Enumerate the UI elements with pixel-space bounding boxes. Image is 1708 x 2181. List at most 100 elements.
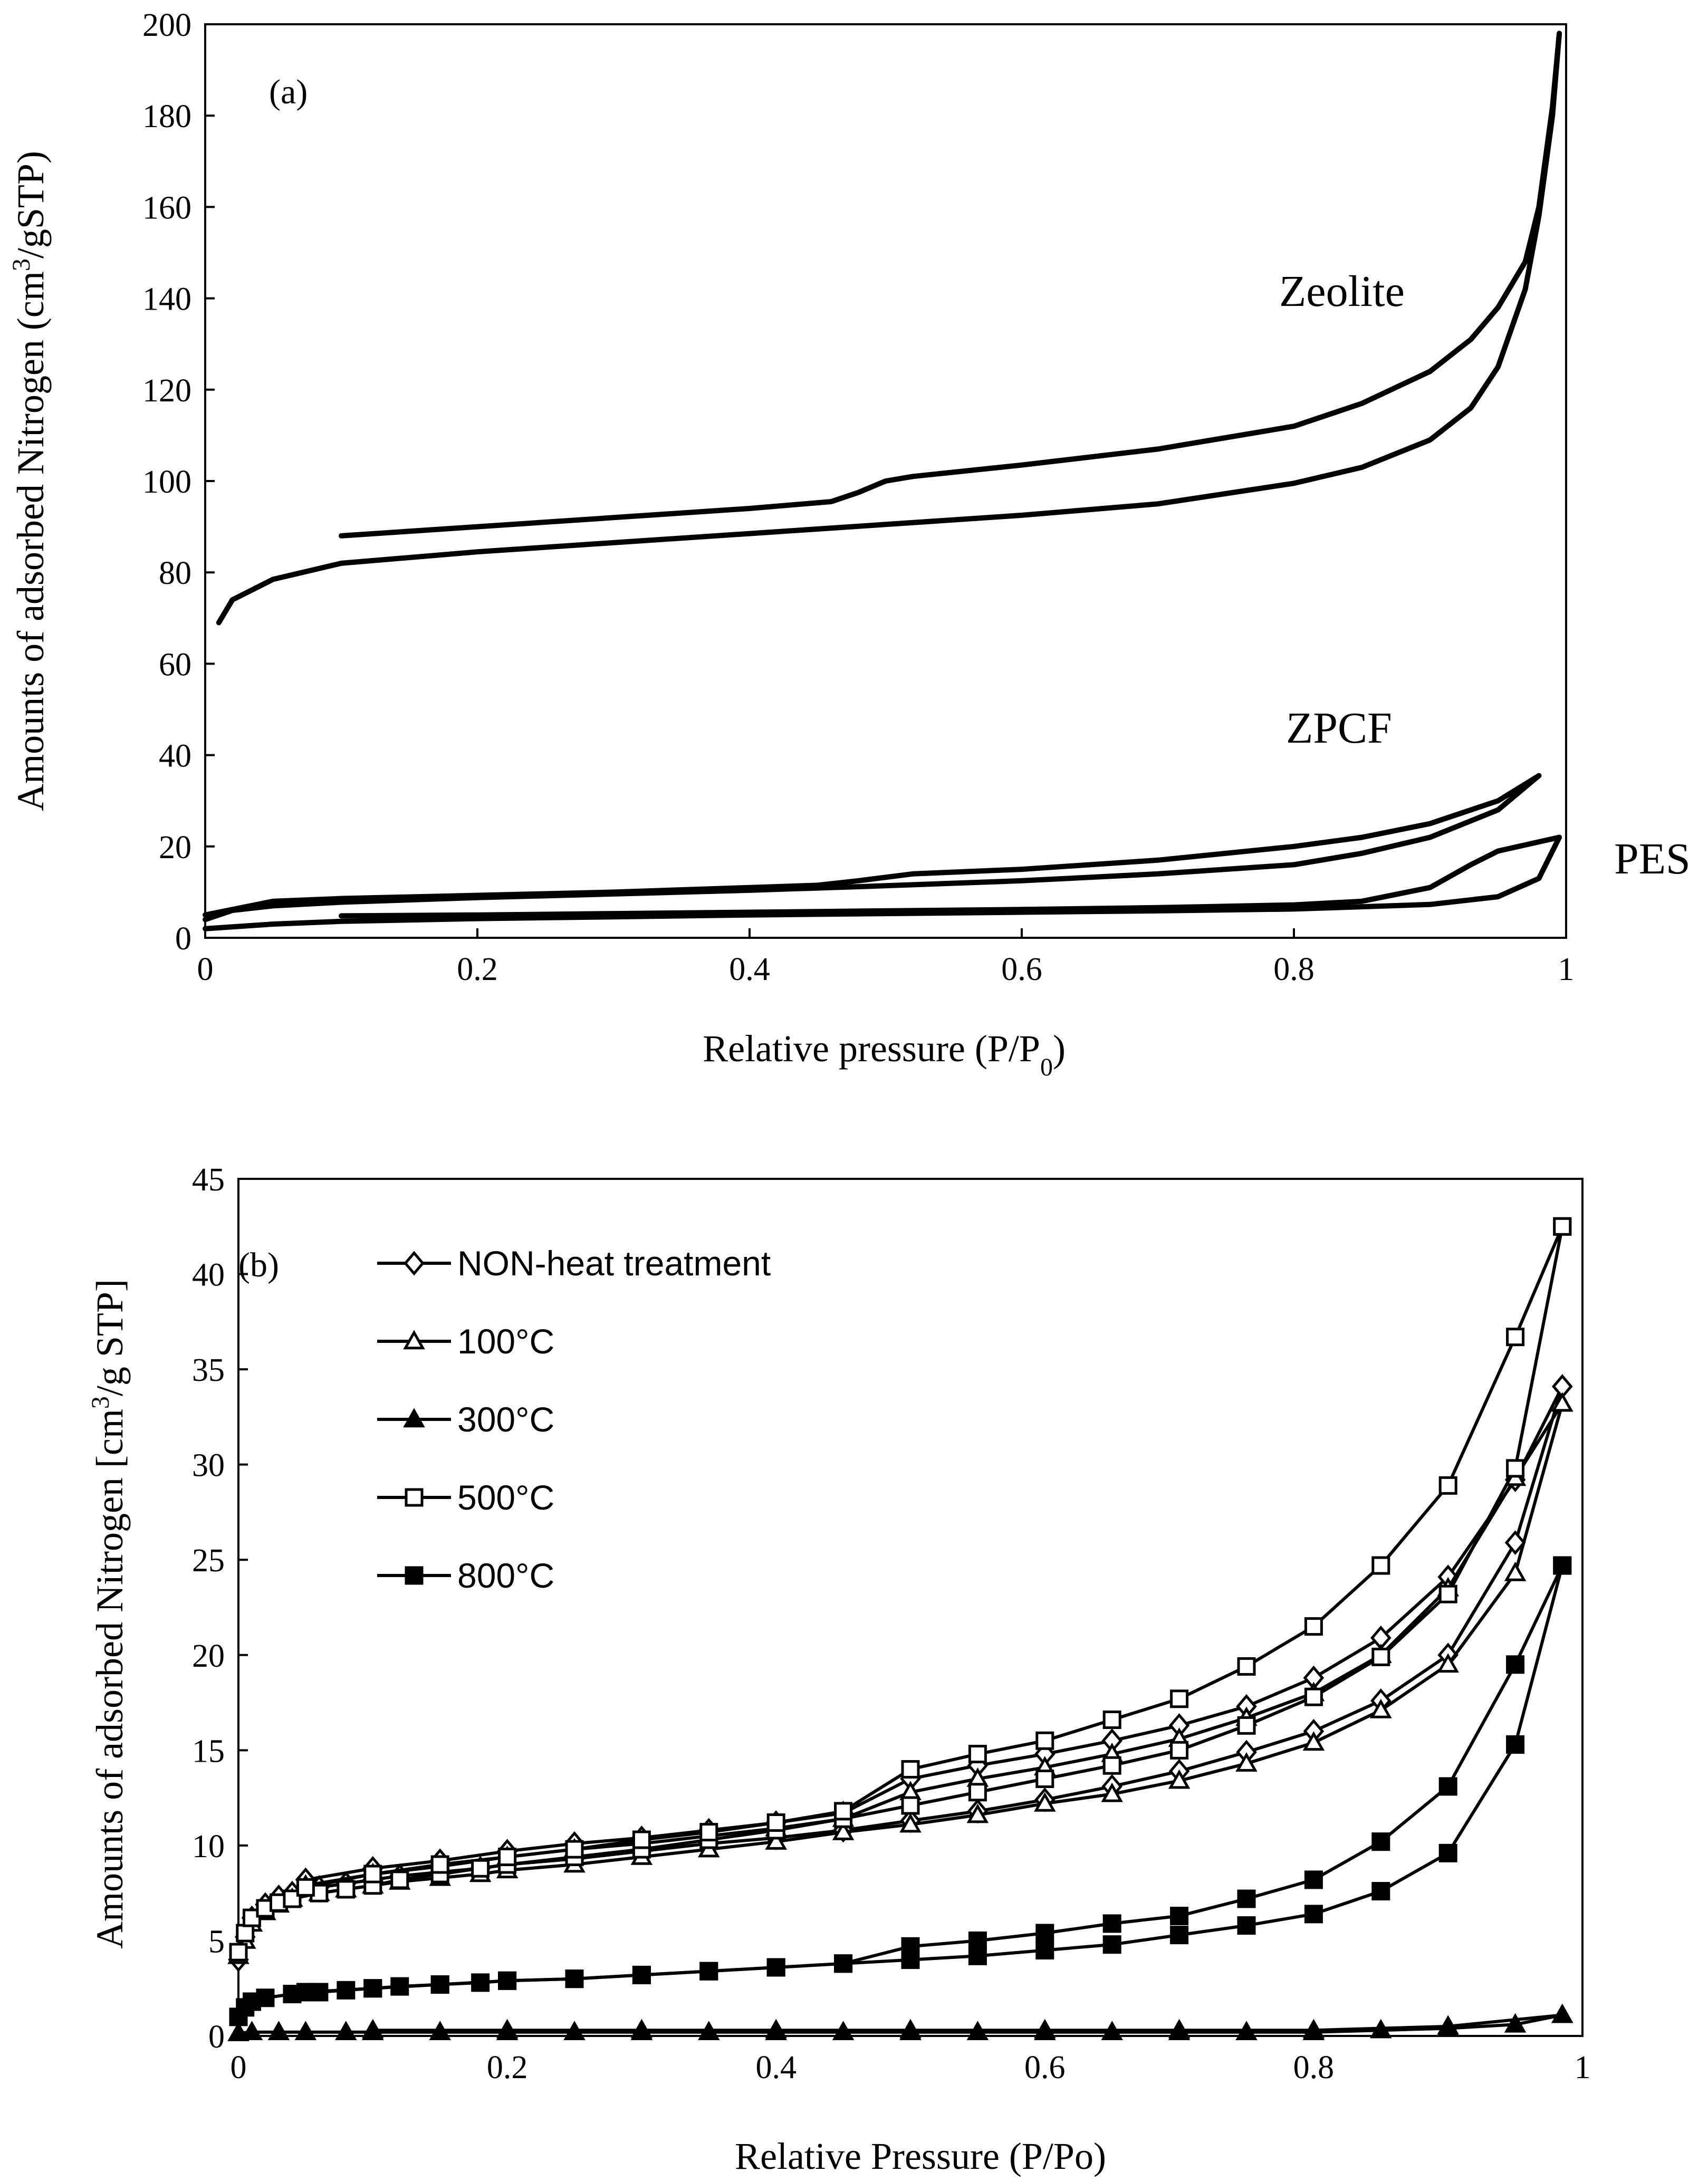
series-100c-adsorption-point bbox=[899, 1813, 922, 1833]
series-300c-adsorption-point bbox=[294, 2021, 317, 2041]
series-500c-desorption-point bbox=[968, 1745, 987, 1764]
series-500c-desorption-point bbox=[632, 1830, 651, 1849]
series-500c-desorption-point bbox=[498, 1848, 517, 1867]
series-100c-adsorption-point bbox=[1235, 1752, 1258, 1772]
panel-b-y-tick-label: 15 bbox=[192, 1733, 225, 1769]
series-500c-desorption-point bbox=[565, 1840, 584, 1859]
series-500c-adsorption-line bbox=[237, 1226, 1564, 1953]
series-100c-adsorption-point bbox=[1101, 1782, 1123, 1802]
series-300c-desorption-point bbox=[1302, 2019, 1325, 2039]
series-300c-adsorption-point bbox=[1101, 2021, 1123, 2041]
panel-b-y-tick-label: 30 bbox=[192, 1448, 225, 1484]
series-800c-desorption-point bbox=[901, 1937, 920, 1956]
series-800c-adsorption-point bbox=[1304, 1905, 1323, 1924]
series-800c-desorption-point bbox=[1237, 1889, 1256, 1908]
series-500c-desorption-point bbox=[699, 1823, 718, 1842]
panel-a-curves bbox=[203, 31, 1562, 931]
series-500c-desorption-point bbox=[901, 1760, 920, 1779]
series-800c-desorption-point bbox=[1304, 1870, 1323, 1889]
series-800c-desorption-point bbox=[632, 1965, 651, 1984]
series-500c-adsorption-point bbox=[1506, 1459, 1525, 1478]
panel-b-x-tick-label: 0.4 bbox=[755, 2050, 797, 2086]
series-800c-adsorption-point bbox=[1237, 1916, 1256, 1935]
series-zpcf-adsorption-line bbox=[203, 773, 1542, 923]
panel-b-legend: NON-heat treatment 100°C 300°C 500°C 800°C bbox=[377, 1244, 771, 1595]
series-800c-desorption-point bbox=[1371, 1832, 1390, 1851]
series-300c-adsorption-point bbox=[832, 2021, 855, 2041]
panel-b-x-axis-ticks: 0 0.2 0.4 0.6 0.8 1 bbox=[231, 2026, 1591, 2086]
series-100c-adsorption-point bbox=[832, 1821, 855, 1840]
series-500c-adsorption-point bbox=[236, 1924, 255, 1943]
panel-a-y-tick-label: 160 bbox=[142, 190, 191, 226]
series-500c-adsorption-point bbox=[1438, 1584, 1457, 1603]
series-300c-adsorption-point bbox=[1504, 2013, 1527, 2033]
series-800c-desorption-point bbox=[296, 1983, 315, 2002]
series-label-zeolite: Zeolite bbox=[1279, 267, 1405, 316]
series-label-pes: PES bbox=[1614, 834, 1691, 883]
series-500c-adsorption-point bbox=[337, 1880, 356, 1899]
series-500c-desorption-point bbox=[1304, 1617, 1323, 1636]
series-800c-adsorption-point bbox=[337, 1981, 356, 2000]
legend-marker-300c bbox=[403, 1408, 425, 1428]
series-300c-adsorption-point bbox=[966, 2021, 989, 2041]
panel-a-x-axis-title-main: Relative pressure (P/P bbox=[703, 1027, 1040, 1070]
series-800c-adsorption-point bbox=[1371, 1882, 1390, 1901]
series-800c-adsorption-point bbox=[256, 1988, 275, 2007]
series-300c-desorption-point bbox=[630, 2019, 653, 2039]
series-pes-desorption-line bbox=[339, 834, 1562, 919]
series-100c-adsorption-point bbox=[1168, 1769, 1191, 1789]
panel-b-y-tick-label: 25 bbox=[192, 1543, 225, 1579]
series-300c-desorption-point bbox=[1551, 2003, 1573, 2023]
series-800c-desorption-point bbox=[1170, 1907, 1189, 1925]
series-zeolite-desorption-line bbox=[339, 31, 1562, 539]
panel-b-x-axis-title: Relative Pressure (P/Po) bbox=[735, 2135, 1106, 2177]
panel-b-label: (b) bbox=[238, 1246, 279, 1284]
series-300c-desorption-point bbox=[1437, 2015, 1459, 2035]
series-500c-adsorption-point bbox=[901, 1796, 920, 1815]
panel-b-curves bbox=[227, 1217, 1573, 2041]
panel-a-y-axis-title-end: /gSTP) bbox=[9, 151, 52, 258]
series-100c-adsorption-point bbox=[1437, 1653, 1459, 1673]
series-label-zpcf: ZPCF bbox=[1286, 704, 1392, 753]
series-800c-adsorption-point bbox=[390, 1977, 409, 1996]
panel-a-label: (a) bbox=[269, 73, 308, 111]
series-500c-adsorption-point bbox=[1102, 1756, 1121, 1775]
series-pes-adsorption-line bbox=[203, 834, 1562, 931]
series-500c-desorption-point bbox=[1102, 1711, 1121, 1730]
panel-b-y-tick-label: 0 bbox=[208, 2019, 225, 2055]
series-500c bbox=[229, 1217, 1572, 1962]
panel-a-y-tick-label: 120 bbox=[142, 373, 191, 409]
series-500c-desorption-point bbox=[363, 1865, 382, 1884]
series-500c-desorption-point bbox=[766, 1813, 785, 1832]
series-100c-adsorption-point bbox=[1302, 1731, 1325, 1751]
panel-b-y-tick-label: 5 bbox=[208, 1924, 225, 1959]
legend-label-100c: 100°C bbox=[457, 1322, 554, 1361]
series-500c-desorption-point bbox=[834, 1802, 853, 1821]
series-300c-adsorption-point bbox=[335, 2021, 357, 2041]
series-800c-desorption-point bbox=[1553, 1556, 1572, 1575]
series-300c-desorption-point bbox=[765, 2019, 787, 2039]
series-500c-adsorption-point bbox=[390, 1870, 409, 1889]
series-800c-adsorption-point bbox=[1170, 1926, 1189, 1945]
series-non-heat-treatment-adsorption-point bbox=[1504, 1530, 1526, 1555]
series-800c-desorption-line bbox=[305, 1564, 1564, 1994]
panel-b-y-axis-title-end: /g STP] bbox=[89, 1279, 131, 1396]
series-300c-adsorption-point bbox=[1235, 2021, 1258, 2041]
series-500c-desorption-point bbox=[1035, 1731, 1054, 1750]
series-800c-desorption-point bbox=[766, 1958, 785, 1977]
series-300c-adsorption-point bbox=[241, 2021, 263, 2041]
series-300c-adsorption-line bbox=[238, 2013, 1563, 2035]
series-800c-desorption-point bbox=[498, 1971, 517, 1990]
series-800c-adsorption-point bbox=[1438, 1843, 1457, 1862]
series-500c-adsorption-point bbox=[471, 1859, 490, 1878]
series-500c-adsorption-point bbox=[1371, 1647, 1390, 1666]
series-800c-desorption-point bbox=[1506, 1655, 1525, 1674]
panel-a-y-axis-title-main: Amounts of adsorbed Nitrogen (cm bbox=[9, 271, 52, 811]
legend-marker-100c bbox=[403, 1330, 425, 1350]
series-800c-adsorption-point bbox=[1035, 1941, 1054, 1959]
panel-b-adsorption-isotherms: 0 5 10 15 20 25 30 35 40 45 0 0.2 0.4 0.6 0.8 1 (b) NO… bbox=[87, 1162, 1591, 2177]
series-500c-adsorption-point bbox=[1170, 1741, 1189, 1760]
series-500c-adsorption-point bbox=[1304, 1687, 1323, 1706]
legend-label-500c: 500°C bbox=[457, 1478, 554, 1517]
